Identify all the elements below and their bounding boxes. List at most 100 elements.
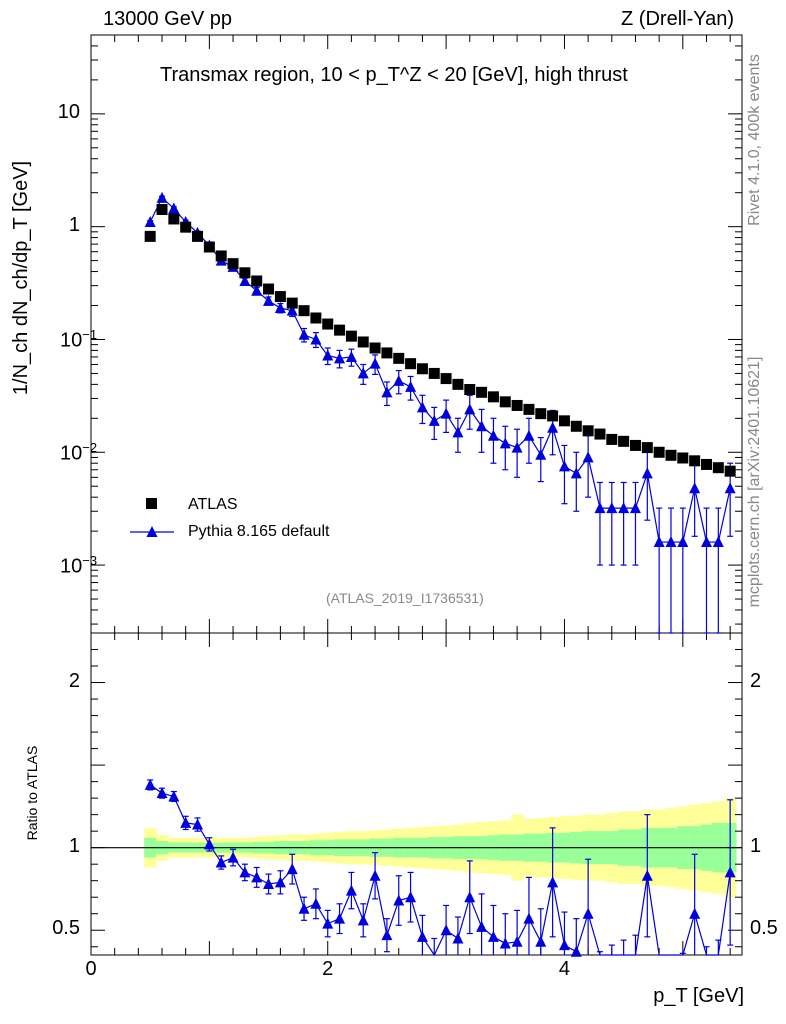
atlas-point [558, 415, 570, 427]
pythia-ratio-point [570, 945, 582, 957]
atlas-point [452, 378, 464, 390]
pythia-ratio-point [487, 930, 499, 942]
pythia-point [547, 421, 559, 433]
ratio-y-tick-label: 0.5 [52, 917, 80, 940]
atlas-point [381, 347, 393, 359]
legend-atlas-label: ATLAS [188, 496, 238, 513]
pythia-point [416, 401, 428, 413]
x-axis-label: p_T [GeV] [653, 985, 744, 1007]
atlas-point [310, 312, 322, 324]
pythia-point [558, 460, 570, 472]
pythia-point [641, 467, 653, 479]
pythia-ratio-point [144, 778, 156, 790]
ratio-y-tick-label: 1 [68, 834, 80, 857]
atlas-point [653, 446, 665, 458]
atlas-point [464, 384, 476, 396]
atlas-point [689, 455, 701, 467]
atlas-point [594, 428, 606, 440]
atlas-point [357, 336, 369, 348]
pythia-point [405, 380, 417, 392]
legend [130, 498, 174, 537]
atlas-point [535, 408, 547, 420]
pythia-ratio-point [582, 907, 594, 919]
pythia-point [724, 482, 736, 494]
atlas-point [476, 386, 488, 398]
chart-title: Transmax region, 10 < p_T^Z < 20 [GeV], … [160, 64, 628, 86]
atlas-point [322, 318, 334, 330]
atlas-point [724, 465, 736, 477]
pythia-ratio-point [416, 930, 428, 942]
pythia-point [487, 429, 499, 441]
pythia-ratio-point [499, 937, 511, 949]
pythia-point [144, 215, 156, 227]
ratio-y-tick-label: 2 [68, 669, 80, 692]
atlas-point [239, 267, 251, 279]
y-tick-label: 10−3 [60, 553, 98, 578]
pythia-point [499, 437, 511, 449]
rivet-label: Rivet 4.1.0, 400k events [746, 54, 763, 226]
pythia-ratio-point [381, 929, 393, 941]
atlas-point [641, 442, 653, 454]
pythia-point [570, 467, 582, 479]
pythia-point [239, 274, 251, 286]
ratio-y-tick-label-right: 1 [750, 834, 762, 857]
pythia-point [476, 420, 488, 432]
pythia-ratio-point [274, 876, 286, 888]
pythia-point [594, 502, 606, 514]
pythia-ratio-point [168, 790, 180, 802]
atlas-point [168, 213, 180, 225]
pythia-point [689, 482, 701, 494]
pythia-ratio-point [547, 876, 559, 888]
pythia-point [535, 448, 547, 460]
atlas-point [629, 439, 641, 451]
pythia-ratio-series [144, 778, 736, 957]
atlas-point [499, 396, 511, 408]
atlas-point [416, 363, 428, 375]
pythia-ratio-point [641, 869, 653, 881]
y-tick-label: 10−2 [60, 440, 98, 465]
atlas-point [487, 391, 499, 403]
pythia-point [606, 502, 618, 514]
pythia-point [653, 536, 665, 548]
x-tick-label: 4 [558, 958, 571, 980]
pythia-point [428, 414, 440, 426]
pythia-ratio-point [251, 871, 263, 883]
pythia-ratio-point [310, 897, 322, 909]
pythia-ratio-point [239, 866, 251, 878]
pythia-point [334, 352, 346, 364]
atlas-point [274, 291, 286, 303]
atlas-point [712, 462, 724, 474]
pythia-point [712, 536, 724, 548]
atlas-point [700, 458, 712, 470]
pythia-point [263, 294, 275, 306]
y-axis-label: 1/N_ch dN_ch/dp_T [GeV] [10, 160, 32, 396]
x-tick-label: 0 [85, 958, 97, 980]
pythia-ratio-point [263, 877, 275, 889]
pythia-ratio-point [345, 884, 357, 896]
pythia-ratio-point [405, 891, 417, 903]
atlas-point [251, 275, 263, 287]
pythia-point [251, 284, 263, 296]
atlas-point [180, 221, 192, 233]
pythia-ratio-point [286, 863, 298, 875]
ratio-panel-frame [90, 632, 743, 956]
atlas-point [606, 433, 618, 445]
atlas-series [144, 203, 736, 477]
pythia-point [168, 202, 180, 214]
pythia-ratio-point [180, 816, 192, 828]
pythia-point [440, 407, 452, 419]
legend-atlas-marker [146, 498, 157, 509]
pythia-point [677, 536, 689, 548]
pythia-point [582, 451, 594, 463]
pythia-ratio-point [452, 932, 464, 944]
atlas-point [203, 241, 215, 253]
atlas-point [547, 410, 559, 422]
atlas-point [156, 203, 168, 215]
pythia-point [322, 349, 334, 361]
ratio-y-tick-label-right: 2 [750, 669, 762, 692]
pythia-series [144, 191, 736, 634]
pythia-point [369, 357, 381, 369]
pythia-ratio-point [192, 818, 204, 830]
atlas-point [570, 420, 582, 432]
pythia-point [523, 429, 535, 441]
